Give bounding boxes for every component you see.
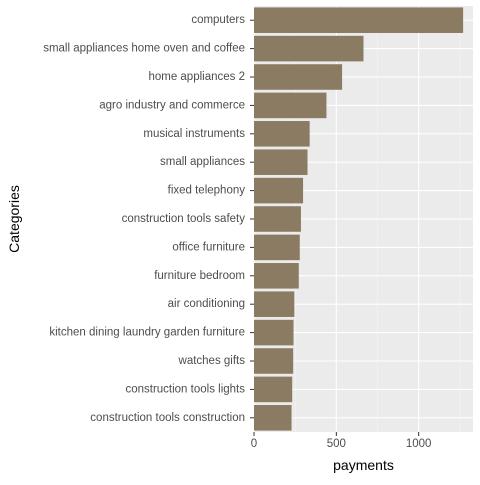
y-tick-label: home appliances 2 [148, 71, 245, 83]
bar [254, 64, 343, 90]
x-axis-title: payments [333, 457, 394, 473]
y-tick-label: construction tools lights [125, 383, 245, 395]
bar [254, 35, 364, 62]
y-axis-tick-labels: computers small appliances home oven and … [43, 14, 254, 424]
y-tick-label: musical instruments [143, 128, 245, 140]
y-tick-label: office furniture [172, 241, 245, 253]
y-tick-label: fixed telephony [168, 185, 246, 197]
bar [254, 121, 310, 147]
x-tick-label: 500 [327, 438, 346, 450]
y-tick-label: small appliances home oven and coffee [43, 43, 245, 55]
y-tick-label: kitchen dining laundry garden furniture [49, 327, 245, 339]
y-tick-label: furniture bedroom [154, 270, 245, 282]
bar [254, 7, 464, 33]
bar [254, 206, 301, 232]
y-axis-title: Categories [6, 185, 22, 253]
bar [254, 319, 294, 346]
x-tick-label: 1000 [406, 438, 432, 450]
y-tick-label: small appliances [160, 156, 245, 168]
y-tick-label: construction tools safety [122, 213, 246, 225]
bar [254, 177, 304, 204]
x-tick-label: 0 [251, 438, 257, 450]
y-tick-label: computers [191, 14, 245, 26]
bar [254, 263, 299, 289]
bar [254, 149, 308, 175]
y-tick-label: watches gifts [178, 355, 246, 367]
bar [254, 348, 294, 374]
x-axis-tick-labels: 0 500 1000 [251, 432, 432, 450]
bar [254, 405, 292, 431]
bar [254, 291, 295, 317]
bar [254, 92, 327, 119]
bars [254, 7, 464, 431]
y-tick-label: air conditioning [168, 298, 245, 310]
bar [254, 234, 300, 261]
bar [254, 376, 293, 403]
y-tick-label: agro industry and commerce [99, 99, 245, 111]
y-tick-label: construction tools construction [90, 412, 245, 424]
